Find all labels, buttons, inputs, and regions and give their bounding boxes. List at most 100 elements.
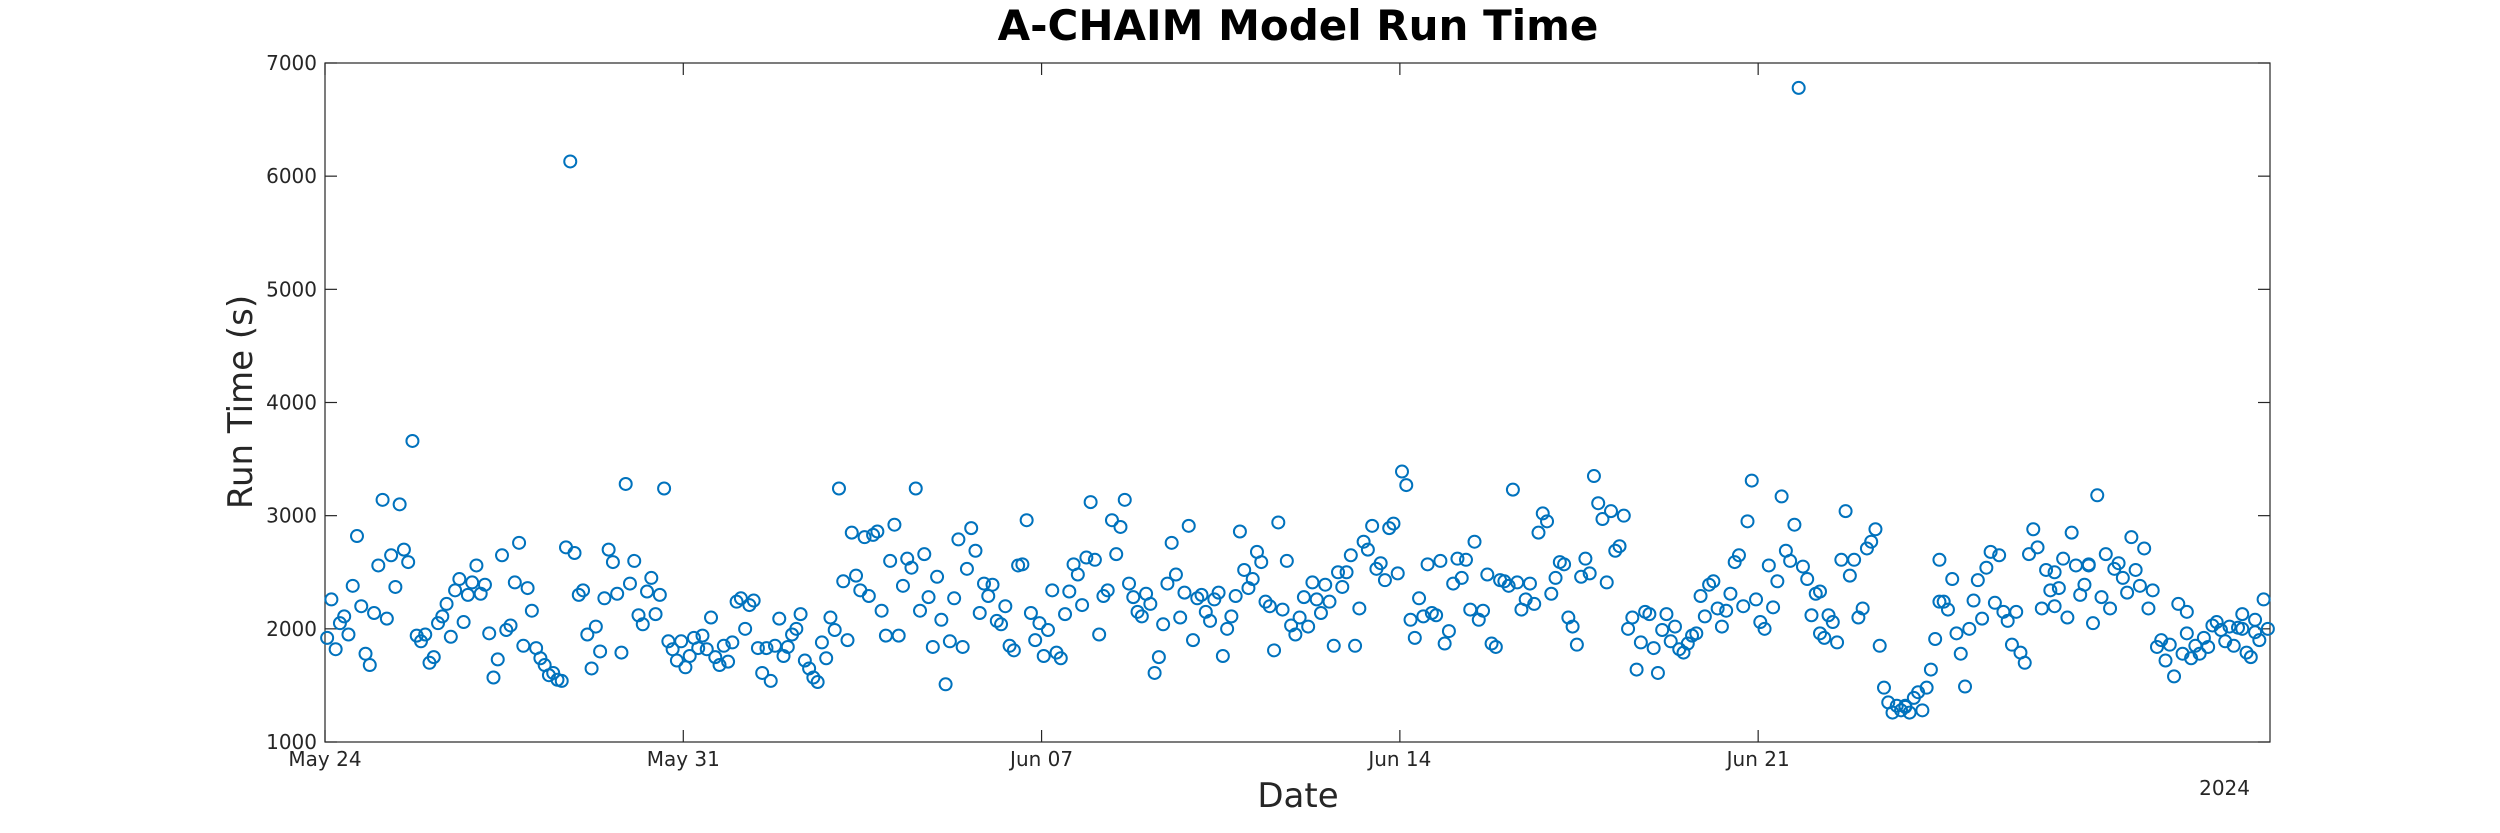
data-point <box>1791 80 1806 95</box>
data-point <box>1109 547 1124 562</box>
data-point <box>1262 599 1277 614</box>
data-point <box>2145 583 2160 598</box>
data-point <box>1356 534 1371 549</box>
data-point <box>644 570 659 585</box>
data-point <box>708 650 723 665</box>
data-point <box>2167 669 2182 684</box>
data-point <box>648 607 663 622</box>
data-point <box>1894 703 1909 718</box>
data-point <box>465 575 480 590</box>
data-point <box>1766 600 1781 615</box>
data-point <box>1940 602 1955 617</box>
data-point <box>1608 543 1623 558</box>
data-point <box>1915 703 1930 718</box>
data-point <box>1604 504 1619 519</box>
data-point <box>878 628 893 643</box>
data-point <box>362 658 377 673</box>
data-point <box>1689 626 1704 641</box>
data-point <box>1535 506 1550 521</box>
data-point <box>1194 587 1209 602</box>
data-point <box>1032 616 1047 631</box>
data-point <box>1122 576 1137 591</box>
data-point <box>2256 592 2271 607</box>
data-point <box>1164 535 1179 550</box>
data-point <box>2171 596 2186 611</box>
data-point <box>2239 645 2254 660</box>
data-point <box>1936 594 1951 609</box>
data-point <box>1134 609 1149 624</box>
data-point <box>1326 638 1341 653</box>
data-point <box>1177 585 1192 600</box>
data-point <box>558 540 573 555</box>
data-point <box>1966 593 1981 608</box>
data-point <box>2158 653 2173 668</box>
data-point <box>917 547 932 562</box>
data-point <box>328 642 343 657</box>
data-point <box>1015 557 1030 572</box>
data-point <box>1650 665 1665 680</box>
data-point <box>332 616 347 631</box>
data-point <box>571 587 586 602</box>
data-point <box>1987 595 2002 610</box>
data-point <box>1104 513 1119 528</box>
data-point <box>1838 504 1853 519</box>
data-point <box>712 658 727 673</box>
data-point <box>780 639 795 654</box>
data-point <box>354 599 369 614</box>
data-point <box>635 617 650 632</box>
data-point <box>1036 648 1051 663</box>
data-point <box>1876 680 1891 695</box>
data-point <box>1505 482 1520 497</box>
data-point <box>1667 619 1682 634</box>
x-axis: May 24 May 31 Jun 07 Jun 14 Jun 21 <box>288 63 1790 771</box>
year-label: 2024 <box>2199 776 2250 800</box>
data-point <box>2047 565 2062 580</box>
data-point <box>2030 540 2045 555</box>
data-point <box>2124 530 2139 545</box>
data-point <box>1267 643 1282 658</box>
data-point <box>1898 699 1913 714</box>
data-point <box>1070 567 1085 582</box>
data-point <box>994 617 1009 632</box>
data-point <box>1949 626 1964 641</box>
data-point <box>1040 622 1055 637</box>
data-point <box>1540 514 1555 529</box>
data-point <box>883 553 898 568</box>
data-point <box>1407 630 1422 645</box>
data-point <box>337 609 352 624</box>
data-point <box>972 605 987 620</box>
data-point <box>921 590 936 605</box>
data-point <box>2201 639 2216 654</box>
x-tick-label: May 31 <box>647 747 720 771</box>
data-point <box>1318 577 1333 592</box>
data-point <box>1928 632 1943 647</box>
data-point <box>1360 542 1375 557</box>
data-point <box>1058 607 1073 622</box>
data-point <box>2235 607 2250 622</box>
data-point <box>2149 639 2164 654</box>
data-point <box>2056 551 2071 566</box>
data-point <box>750 641 765 656</box>
data-point <box>1714 619 1729 634</box>
data-point <box>622 576 637 591</box>
data-point <box>1992 548 2007 563</box>
data-point <box>746 593 761 608</box>
data-point <box>1817 630 1832 645</box>
data-point <box>1723 586 1738 601</box>
data-point <box>1062 584 1077 599</box>
data-point <box>738 621 753 636</box>
data-point <box>2022 547 2037 562</box>
data-point <box>1642 607 1657 622</box>
data-point <box>2090 488 2105 503</box>
data-point <box>947 591 962 606</box>
data-point <box>2060 610 2075 625</box>
x-tick-label: Jun 14 <box>1366 747 1431 771</box>
data-point <box>503 618 518 633</box>
data-point <box>1245 572 1260 587</box>
data-point <box>942 634 957 649</box>
data-point <box>1484 636 1499 651</box>
chart-title: A-CHAIM Model Run Time <box>998 1 1599 50</box>
data-point <box>1697 609 1712 624</box>
data-point <box>1774 489 1789 504</box>
data-point <box>1753 615 1768 630</box>
